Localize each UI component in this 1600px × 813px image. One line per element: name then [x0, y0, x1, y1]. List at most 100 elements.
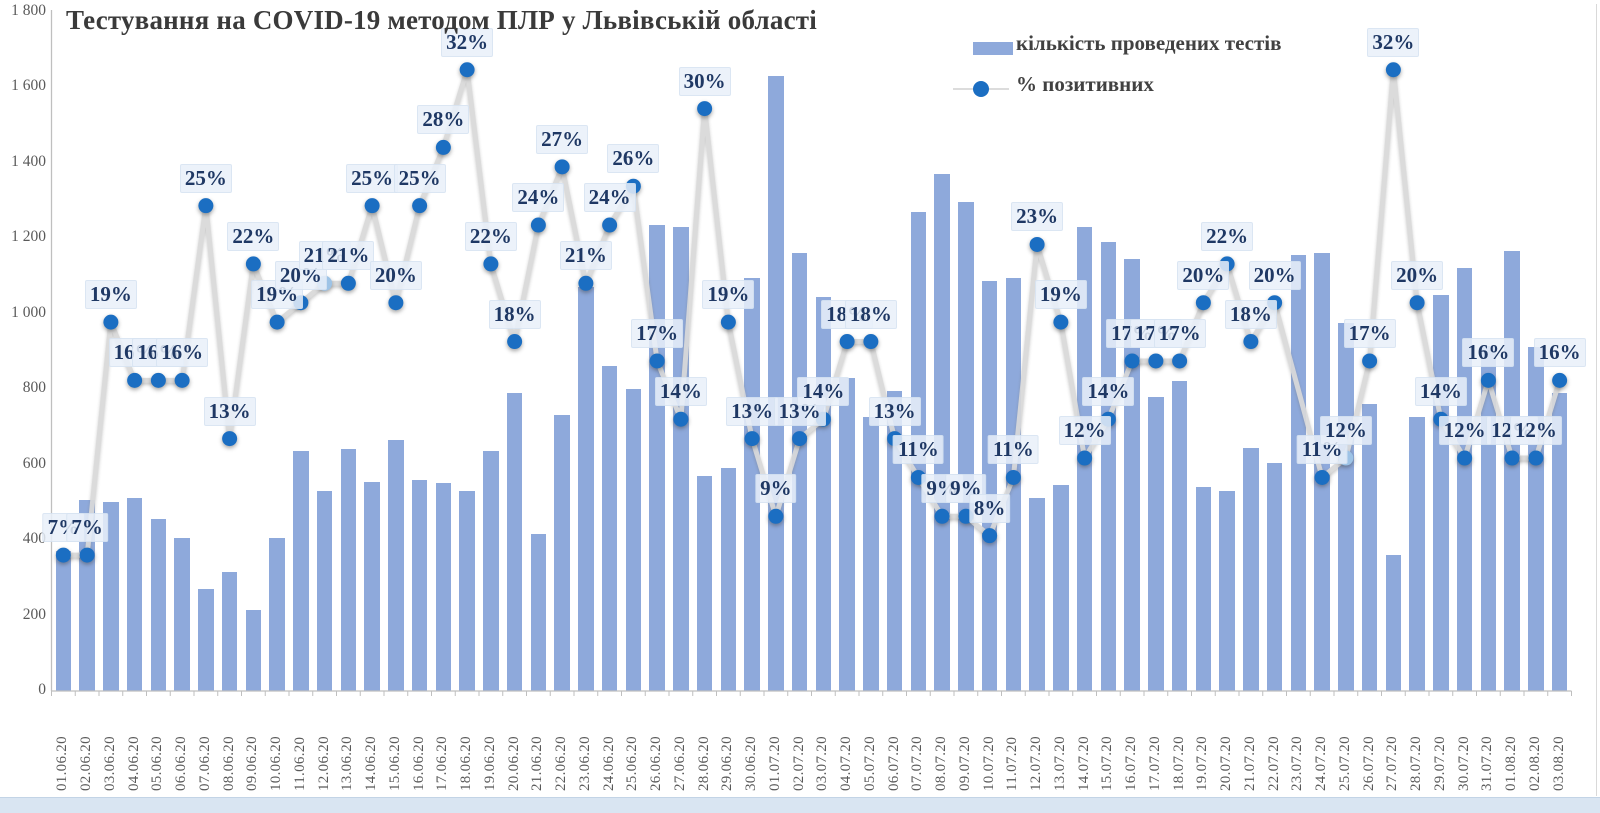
pct-dot-19.07.20	[1195, 295, 1211, 311]
x-axis-date-label: 14.07.20	[1075, 736, 1092, 791]
bar-20.07.20	[1219, 490, 1235, 691]
pct-dot-11.07.20	[1005, 469, 1021, 485]
x-axis-date-label: 28.06.20	[695, 736, 712, 791]
x-axis-date-label: 09.06.20	[244, 736, 261, 791]
bar-02.06.20	[79, 500, 95, 691]
x-axis-date-label: 20.07.20	[1218, 736, 1235, 791]
x-axis-date-label: 04.06.20	[125, 736, 142, 791]
x-axis-date-label: 01.06.20	[54, 736, 71, 791]
bar-28.06.20	[696, 475, 713, 691]
x-axis-date-label: 25.07.20	[1336, 736, 1353, 791]
x-axis-date-label: 08.06.20	[220, 736, 237, 791]
y-axis-tick-label: 800	[22, 379, 46, 396]
pct-dot-03.06.20	[103, 314, 119, 330]
x-axis-date-label: 07.06.20	[196, 736, 213, 791]
bar-17.07.20	[1148, 396, 1164, 691]
bar-24.06.20	[601, 366, 618, 691]
x-axis-date-label: 12.06.20	[315, 736, 332, 791]
bar-07.06.20	[198, 589, 214, 691]
x-axis-date-label: 03.06.20	[101, 736, 118, 791]
x-axis-date-label: 02.06.20	[78, 736, 95, 791]
bar-08.06.20	[221, 572, 238, 691]
bar-18.07.20	[1171, 381, 1188, 691]
bar-23.07.20	[1290, 255, 1307, 691]
y-axis-tick-label: 1 000	[11, 303, 46, 321]
bar-10.06.20	[269, 538, 285, 691]
x-axis-date-label: 20.06.20	[505, 736, 522, 791]
bar-19.06.20	[483, 451, 499, 691]
pct-dot-30.07.20	[1457, 450, 1473, 466]
pct-dot-18.07.20	[1172, 353, 1188, 369]
bar-29.06.20	[720, 468, 737, 691]
x-axis-date-label: 22.07.20	[1265, 736, 1282, 791]
pct-dot-18.06.20	[459, 62, 475, 78]
x-axis-date-label: 30.07.20	[1455, 736, 1472, 791]
y-axis-tick-label: 0	[38, 681, 46, 698]
x-axis-date-label: 19.07.20	[1194, 736, 1211, 791]
pct-dot-11.06.20	[293, 295, 309, 311]
bar-14.06.20	[364, 481, 380, 691]
x-axis-date-label: 06.07.20	[885, 736, 902, 791]
chart-title: Тестування на COVID-19 методом ПЛР у Льв…	[66, 5, 817, 35]
bar-01.06.20	[55, 551, 72, 691]
x-axis-date-label: 03.07.20	[814, 736, 831, 791]
x-axis-date-label: 27.07.20	[1384, 736, 1401, 791]
pct-dot-12.07.20	[1029, 236, 1045, 252]
pct-dot-03.08.20	[1552, 372, 1568, 388]
bar-28.07.20	[1409, 417, 1425, 691]
pct-dot-06.06.20	[174, 372, 190, 388]
x-axis-date-label: 16.07.20	[1123, 736, 1140, 791]
bar-22.06.20	[554, 415, 570, 691]
bar-12.06.20	[316, 490, 333, 691]
bar-06.06.20	[174, 538, 190, 691]
pct-dot-12.06.20	[317, 275, 333, 291]
x-axis-date-label: 18.06.20	[458, 736, 475, 791]
bar-25.06.20	[625, 389, 642, 691]
pct-dot-14.07.20	[1077, 450, 1093, 466]
x-axis-date-label: 01.08.20	[1503, 736, 1520, 791]
bar-15.06.20	[388, 439, 404, 691]
x-axis-date-label: 06.06.20	[173, 736, 190, 791]
legend-dot-label: % позитивних	[1016, 72, 1154, 96]
x-axis-date-label: 24.07.20	[1313, 736, 1330, 791]
x-axis-date-label: 21.07.20	[1241, 736, 1258, 791]
pct-dot-10.06.20	[269, 314, 285, 330]
bar-06.07.20	[886, 390, 903, 691]
pct-dot-06.07.20	[887, 431, 903, 447]
pct-dot-15.06.20	[388, 295, 404, 311]
bar-02.07.20	[791, 253, 808, 691]
pct-dot-20.06.20	[507, 334, 523, 350]
page-bottom-strip	[0, 797, 1600, 813]
bar-21.06.20	[530, 534, 547, 691]
bar-08.07.20	[934, 173, 950, 691]
pct-dot-22.06.20	[554, 159, 570, 175]
pct-dot-16.07.20	[1124, 353, 1140, 369]
y-axis-tick-label: 400	[22, 530, 46, 547]
x-axis-date-label: 25.06.20	[624, 736, 641, 791]
pct-dot-09.07.20	[958, 508, 974, 524]
pct-dot-01.06.20	[55, 547, 71, 563]
x-axis-date-label: 31.07.20	[1479, 736, 1496, 791]
pct-dot-01.07.20	[768, 508, 784, 524]
x-axis-date-label: 08.07.20	[933, 736, 950, 791]
x-axis-date-label: 15.07.20	[1099, 736, 1116, 791]
pct-dot-16.06.20	[412, 198, 428, 214]
legend-dot-icon	[973, 81, 989, 97]
pct-dot-07.07.20	[910, 469, 926, 485]
pct-dot-28.06.20	[697, 101, 713, 117]
bar-30.07.20	[1456, 268, 1473, 691]
bar-21.07.20	[1243, 447, 1259, 691]
pct-dot-04.06.20	[127, 372, 143, 388]
pct-dot-29.06.20	[720, 314, 736, 330]
x-axis-date-label: 26.07.20	[1360, 736, 1377, 791]
pct-dot-09.06.20	[245, 256, 261, 272]
bar-05.07.20	[863, 417, 879, 691]
x-axis-date-label: 29.07.20	[1431, 736, 1448, 791]
x-axis-date-label: 26.06.20	[648, 736, 665, 791]
x-axis-date-label: 30.06.20	[743, 736, 760, 791]
pct-dot-26.06.20	[649, 353, 665, 369]
x-axis-date-label: 03.08.20	[1550, 736, 1567, 791]
x-axis-date-label: 09.07.20	[956, 736, 973, 791]
